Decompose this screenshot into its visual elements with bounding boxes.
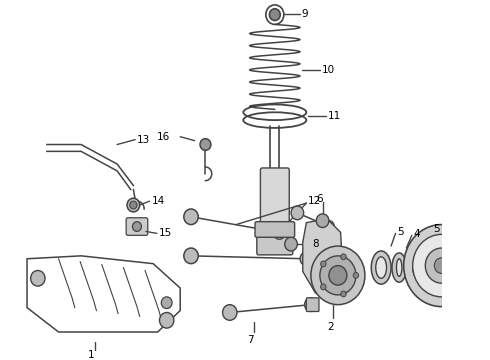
Circle shape (300, 252, 313, 266)
Text: 8: 8 (313, 239, 319, 249)
Ellipse shape (392, 253, 406, 282)
Text: 6: 6 (317, 194, 323, 204)
Circle shape (273, 226, 286, 239)
Text: 13: 13 (137, 135, 150, 145)
Text: 10: 10 (321, 65, 335, 75)
Ellipse shape (371, 251, 391, 284)
Ellipse shape (413, 258, 422, 277)
Circle shape (320, 261, 326, 267)
Circle shape (316, 214, 329, 228)
FancyBboxPatch shape (257, 233, 293, 255)
Circle shape (305, 298, 317, 311)
FancyBboxPatch shape (306, 298, 319, 311)
Ellipse shape (408, 252, 426, 283)
Circle shape (425, 248, 458, 283)
Text: 2: 2 (327, 322, 334, 332)
Ellipse shape (396, 259, 402, 276)
Circle shape (329, 266, 347, 285)
Circle shape (311, 246, 365, 305)
Circle shape (130, 201, 137, 209)
Circle shape (200, 139, 211, 150)
FancyBboxPatch shape (126, 218, 148, 235)
FancyBboxPatch shape (255, 222, 294, 237)
Circle shape (161, 297, 172, 309)
Text: 15: 15 (159, 228, 172, 238)
Circle shape (434, 258, 449, 274)
Circle shape (31, 270, 45, 286)
Circle shape (323, 221, 334, 233)
Text: 5: 5 (434, 225, 440, 234)
Text: 4: 4 (414, 229, 420, 239)
Circle shape (285, 237, 297, 251)
Circle shape (341, 254, 346, 260)
Circle shape (184, 209, 198, 225)
Text: 12: 12 (308, 196, 321, 206)
Ellipse shape (376, 257, 387, 278)
Circle shape (222, 305, 237, 320)
Text: 7: 7 (247, 335, 254, 345)
Circle shape (127, 198, 140, 212)
Circle shape (270, 9, 280, 21)
Text: 5: 5 (397, 228, 404, 237)
Circle shape (353, 273, 359, 278)
Polygon shape (303, 219, 343, 293)
Circle shape (159, 312, 174, 328)
Circle shape (341, 291, 346, 297)
Circle shape (320, 256, 356, 295)
Circle shape (184, 248, 198, 264)
Text: 9: 9 (302, 9, 309, 19)
Text: 16: 16 (157, 132, 170, 142)
Circle shape (413, 234, 470, 297)
Circle shape (291, 206, 304, 220)
Text: 11: 11 (328, 111, 341, 121)
FancyBboxPatch shape (260, 168, 289, 226)
Circle shape (320, 284, 326, 290)
Text: 14: 14 (151, 196, 165, 206)
Circle shape (404, 225, 479, 307)
Text: 1: 1 (88, 350, 94, 360)
Circle shape (132, 222, 142, 231)
